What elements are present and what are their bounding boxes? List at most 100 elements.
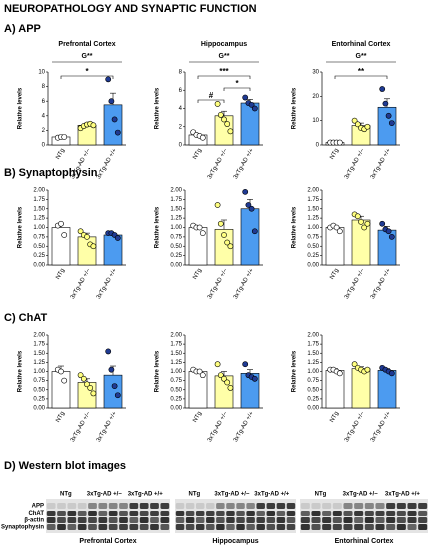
blot-group-label: NTg: [60, 492, 72, 498]
blot-band: [195, 517, 205, 523]
blot-band: [311, 517, 321, 523]
x-tick-label: 3xTg-AD +/+: [233, 267, 255, 300]
y-axis-label: Relative levels: [18, 206, 24, 248]
data-point: [248, 205, 255, 212]
y-tick-label: 0.50: [170, 387, 182, 393]
significance-label: **: [358, 67, 365, 76]
bar: [103, 104, 123, 146]
blot-band: [226, 503, 235, 509]
blot-band: [206, 517, 215, 523]
y-tick-label: 2: [42, 128, 46, 134]
y-tick-label: 1.75: [307, 197, 319, 203]
blot-band: [354, 517, 364, 523]
blot-band: [300, 524, 310, 530]
y-tick-label: 1.00: [170, 225, 182, 231]
blot-band: [108, 517, 118, 523]
y-tick-label: 2.00: [307, 188, 319, 194]
blot-band: [67, 503, 77, 509]
y-tick-label: 0.00: [33, 406, 45, 412]
blot-image: [46, 499, 170, 533]
blot-band: [67, 517, 77, 523]
blot-band: [139, 511, 149, 516]
blot-group-label: 3xTg-AD +/+: [385, 492, 421, 498]
blot-band: [375, 503, 385, 509]
data-point: [242, 94, 249, 101]
blot-band: [185, 511, 195, 516]
y-tick-label: 0.00: [170, 263, 182, 269]
y-tick-label: 4: [42, 113, 46, 119]
section-label: C) ChAT: [4, 312, 47, 324]
x-tick-label: 3xTg-AD +/+: [370, 410, 392, 443]
blot-region-label: Hippocampus: [212, 538, 258, 545]
blot-band: [332, 524, 342, 530]
blot-band: [386, 524, 396, 530]
blot-band: [57, 517, 66, 523]
blot-group-label: NTg: [189, 492, 201, 498]
data-point: [385, 112, 392, 119]
x-tick-label: 3xTg-AD +/−: [344, 147, 366, 180]
blot-band: [98, 517, 108, 523]
blot-band: [332, 511, 342, 516]
blot-band: [246, 524, 255, 530]
x-tick-label: NTg: [329, 148, 340, 161]
significance-bracket: [60, 75, 114, 79]
section-label: B) Synaptophysin: [4, 167, 98, 179]
blot-band: [195, 503, 205, 509]
y-tick-label: 0: [316, 143, 320, 149]
blot-band: [77, 503, 87, 509]
data-point: [111, 116, 118, 123]
blot-band: [108, 511, 118, 516]
blot-band: [88, 517, 97, 523]
x-tick-label: 3xTg-AD +/+: [370, 267, 392, 300]
blot-group-label: 3xTg-AD +/−: [343, 492, 379, 498]
figure-title: NEUROPATHOLOGY AND SYNAPTIC FUNCTION: [4, 3, 257, 15]
y-tick-label: 1.00: [33, 225, 45, 231]
y-tick-label: 0.50: [33, 387, 45, 393]
blot-band: [77, 524, 87, 530]
blot-band: [396, 517, 406, 523]
blot-band: [226, 511, 235, 516]
blot-band: [364, 524, 374, 530]
y-tick-label: 0.75: [170, 234, 182, 240]
y-tick-label: 6: [42, 99, 46, 105]
x-tick-label: 3xTg-AD +/−: [207, 410, 229, 443]
blot-band: [375, 517, 385, 523]
blot-band: [300, 503, 310, 509]
data-point: [61, 134, 68, 140]
blot-band: [46, 503, 56, 509]
y-tick-label: 0.75: [33, 234, 45, 240]
x-tick-label: NTg: [192, 411, 203, 424]
data-point: [199, 372, 206, 379]
data-point: [105, 76, 112, 83]
blot-band: [300, 517, 310, 523]
blot-band: [276, 517, 286, 523]
data-point: [227, 243, 234, 250]
y-tick-label: 0.25: [33, 253, 45, 259]
blot-band: [322, 511, 332, 516]
blot-band: [386, 511, 396, 516]
blot-band: [108, 503, 118, 509]
blot-band: [185, 517, 195, 523]
blot-band: [266, 503, 276, 509]
blot-band: [311, 524, 321, 530]
section-label: D) Western blot images: [4, 460, 126, 472]
blot-band: [88, 503, 97, 509]
data-point: [227, 128, 234, 135]
blot-band: [46, 517, 56, 523]
data-point: [358, 218, 364, 225]
data-point: [217, 220, 224, 227]
blot-band: [418, 524, 428, 530]
y-tick-label: 2.00: [170, 188, 182, 194]
blot-band: [396, 511, 406, 516]
data-point: [90, 390, 97, 397]
blot-band: [195, 511, 205, 516]
blot-band: [46, 511, 56, 516]
data-point: [224, 121, 231, 127]
y-tick-label: 0.25: [307, 253, 319, 259]
blot-band: [226, 524, 235, 530]
bar: [377, 370, 397, 409]
blot-band: [343, 511, 353, 516]
blot-band: [216, 517, 225, 523]
significance-label: ***: [219, 67, 229, 76]
